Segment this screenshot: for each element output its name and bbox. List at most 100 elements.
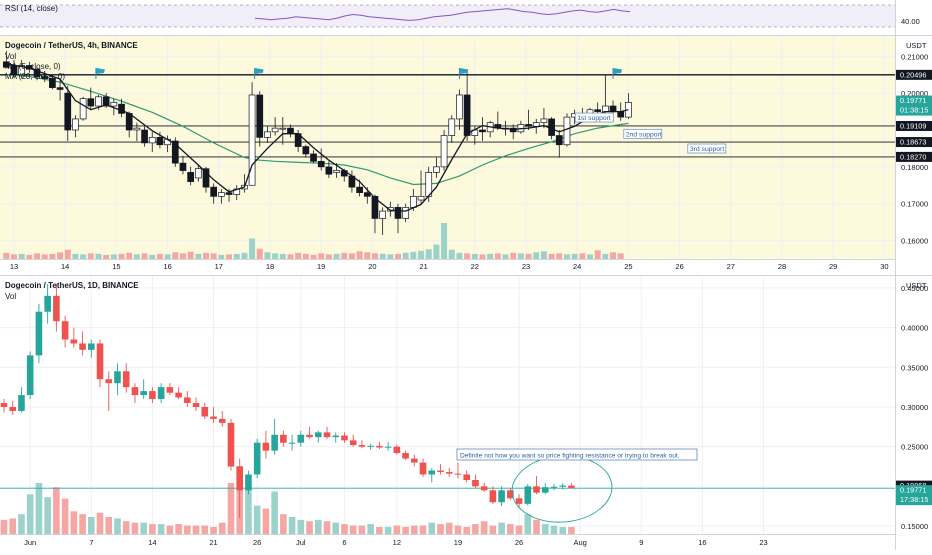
volume-bar — [332, 522, 340, 534]
price-tick-label: 0.21000 — [901, 52, 928, 61]
candle-body — [394, 207, 402, 219]
volume-bar — [114, 518, 121, 534]
volume-bar — [348, 253, 355, 259]
chart-4h-pane: 1st support 2nd support 3rd support Dogeco… — [0, 36, 895, 259]
candle-body — [325, 166, 333, 175]
time-tick-label: 19 — [317, 262, 325, 271]
candle-body — [402, 453, 409, 459]
price-label-box — [896, 120, 932, 131]
candle-body — [26, 355, 34, 396]
volume-bar — [425, 249, 432, 259]
time-tick-label: Aug — [574, 538, 587, 547]
support-annotation-box[interactable] — [623, 128, 663, 139]
volume-bar — [463, 526, 470, 534]
note-annotation-text: Definite not how you want so price fight… — [460, 453, 680, 460]
support-annotation-label: 2nd support — [626, 131, 662, 138]
volume-bar — [341, 252, 348, 259]
volume-bar — [525, 253, 532, 259]
candle-body — [95, 96, 102, 107]
candle-body — [264, 131, 271, 138]
price-label: 0.20496 — [896, 69, 932, 80]
price-tick-label: 0.25000 — [901, 443, 928, 452]
price-label-text: 0.18270 — [900, 152, 926, 161]
candle-body — [341, 435, 348, 441]
pane-1d-vol-label: Vol — [5, 292, 16, 301]
support-annotation-box[interactable] — [574, 112, 614, 123]
volume-bar — [3, 252, 10, 259]
pane-1d-time-axis[interactable]: Jun 7 14 21 26 Jul 6 12 19 26 Aug 9 16 23 — [0, 534, 895, 550]
volume-bar — [253, 505, 261, 534]
time-tick-label: 13 — [10, 262, 18, 271]
candle-body — [386, 207, 394, 212]
pane-4h-ma5-label: MA (5, close, 0) — [5, 62, 61, 71]
volume-bar — [122, 521, 130, 534]
candle-body — [428, 470, 436, 475]
pane-4h-title: Dogecoin / TetherUS, 4h, BINANCE — [5, 41, 138, 50]
candle-body — [480, 486, 488, 491]
candle-body — [419, 462, 427, 475]
candle-body — [371, 195, 379, 219]
flag-icon[interactable] — [458, 68, 469, 79]
time-tick-label: 29 — [829, 262, 837, 271]
volume-bar — [610, 252, 617, 259]
pane-1d-candles — [0, 283, 575, 519]
candle-body — [297, 434, 305, 443]
candle-body — [448, 118, 456, 136]
volume-bar — [540, 251, 547, 259]
candle-body — [532, 122, 540, 127]
candle-body — [70, 339, 78, 344]
pane-4h-time-axis[interactable]: 13 14 15 16 17 18 19 20 21 22 23 24 25 26 27 28 29 30 — [0, 259, 895, 273]
candle-body — [472, 480, 479, 487]
volume-bar — [226, 254, 233, 259]
pane-1d-currency: USDT — [906, 281, 927, 290]
flag-icon[interactable] — [254, 68, 264, 79]
candle-body — [245, 474, 252, 491]
volume-bar — [184, 525, 191, 534]
candle-body — [148, 137, 156, 144]
volume-bar — [218, 254, 225, 259]
candle-body — [248, 94, 256, 186]
volume-bar — [175, 524, 182, 534]
candle-body — [454, 473, 462, 475]
volume-bar — [288, 517, 296, 534]
volume-bar — [241, 252, 248, 259]
candle-body — [141, 129, 148, 144]
candle-body — [262, 442, 270, 451]
price-label-text: 0.18673 — [900, 138, 926, 147]
volume-bar — [548, 253, 555, 259]
candle-body — [102, 96, 110, 107]
flag-icon[interactable] — [95, 68, 105, 79]
candle-body — [0, 403, 8, 407]
time-tick-label: Jul — [296, 538, 306, 547]
volume-bar — [480, 521, 488, 534]
volume-bar — [494, 253, 501, 259]
candle-body — [445, 472, 453, 474]
price-label-text: 0.19771 — [900, 486, 926, 495]
time-tick-label: 17 — [215, 262, 223, 271]
volume-bar — [192, 525, 200, 534]
pane-4h-vol-label: Vol — [5, 52, 16, 61]
volume-bar — [131, 522, 139, 534]
candle-body — [515, 498, 523, 504]
candle-body — [332, 435, 340, 438]
candle-body — [64, 92, 72, 131]
support-annotation-box[interactable] — [687, 143, 727, 154]
candle-body — [218, 418, 226, 423]
candle-body — [559, 485, 567, 487]
candle-body — [563, 116, 571, 146]
volume-bar — [164, 254, 171, 259]
volume-bar — [306, 521, 313, 534]
flag-icon[interactable] — [612, 68, 623, 79]
volume-bar — [419, 525, 427, 534]
candle-body — [201, 406, 209, 417]
candle-body — [166, 387, 174, 393]
candle-body — [156, 137, 164, 146]
volume-bar — [26, 494, 34, 534]
volume-bar — [418, 250, 425, 259]
candle-body — [253, 442, 261, 475]
candle-body — [61, 321, 69, 340]
volume-bar — [517, 253, 524, 259]
candle-body — [194, 168, 202, 179]
volume-bar — [141, 253, 148, 259]
